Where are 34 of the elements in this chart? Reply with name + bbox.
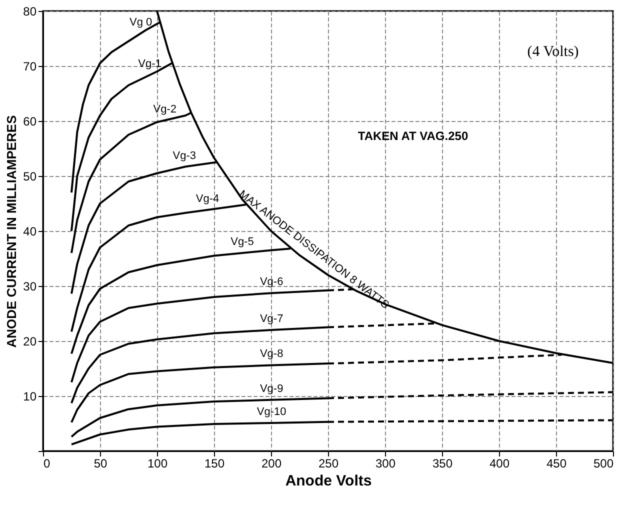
series-label: Vg-2: [153, 103, 176, 116]
x-tick-label: 450: [546, 456, 567, 470]
y-tick-label: 50: [23, 170, 37, 184]
y-tick-label: 60: [23, 114, 37, 128]
x-tick-label: 50: [94, 456, 108, 470]
series-label: Vg-9: [260, 382, 284, 395]
series-label: Vg-6: [260, 276, 284, 288]
y-axis-title: ANODE CURRENT IN MILLIAMPERES: [4, 114, 20, 348]
series-label: Vg-3: [172, 150, 196, 162]
x-tick-label: 200: [261, 456, 282, 470]
x-tick-label: 250: [318, 456, 339, 470]
y-tick-label: 70: [23, 60, 37, 74]
series-label: Vg-10: [256, 406, 286, 418]
x-tick-label: 400: [489, 456, 510, 470]
y-tick-label: 10: [23, 390, 37, 404]
series-label: Vg-4: [196, 192, 220, 205]
x-tick-label: 350: [432, 456, 453, 470]
x-tick-label: 0: [44, 456, 50, 470]
y-tick-label: 80: [23, 4, 37, 18]
series-label: Vg-8: [260, 348, 284, 360]
y-tick-label: 30: [23, 280, 37, 294]
series-label: Vg-1: [138, 58, 162, 70]
series-label: Vg-5: [230, 236, 254, 248]
annotation: (4 Volts): [527, 44, 579, 60]
series-label: Vg 0: [130, 16, 152, 28]
series-label: Vg-7: [260, 312, 284, 325]
x-tick-label: 300: [375, 456, 396, 470]
x-tick-label: 150: [204, 456, 225, 470]
y-tick-label: 20: [23, 334, 37, 348]
x-axis-title: Anode Volts: [285, 472, 372, 490]
y-tick-label: 40: [23, 224, 37, 238]
x-tick-label: 500: [593, 456, 614, 470]
x-tick-label: 100: [147, 456, 168, 470]
annotation: TAKEN AT VAG.250: [358, 129, 468, 143]
